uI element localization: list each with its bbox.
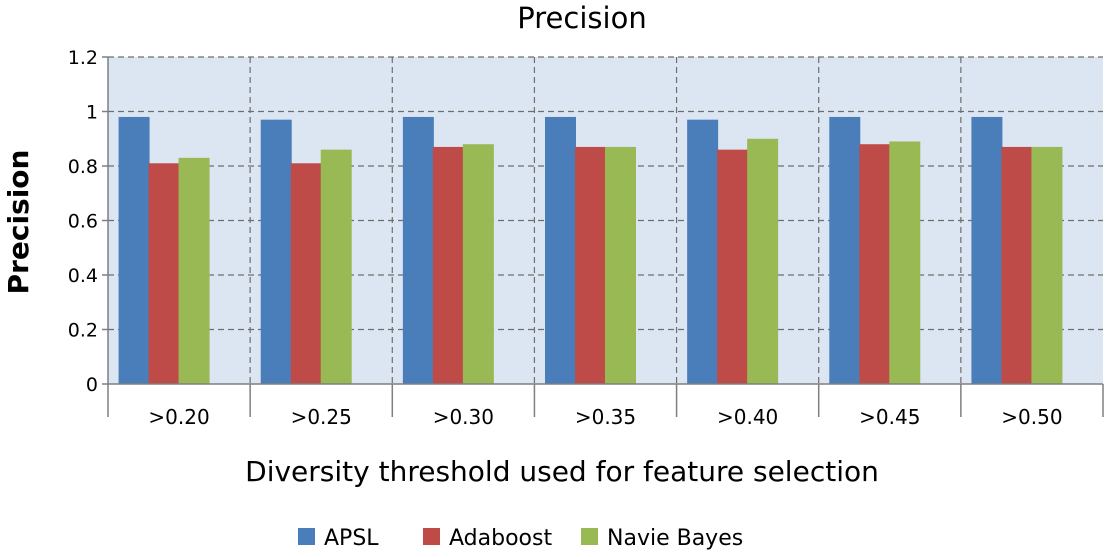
x-tick-label: >0.40 [717, 405, 778, 429]
bar-adaboost [717, 149, 749, 384]
legend: APSL Adaboost Navie Bayes [298, 526, 743, 551]
legend-swatch [581, 528, 598, 545]
bar-apsl [260, 119, 292, 385]
bar-apsl [829, 116, 861, 384]
legend-swatch [423, 528, 440, 545]
bar-navie-bayes [320, 149, 352, 384]
bar-apsl [402, 116, 434, 384]
y-tick-label: 0.6 [68, 211, 98, 233]
bar-adaboost [859, 144, 891, 384]
y-tick-label: 0.2 [68, 320, 98, 342]
bar-adaboost [148, 163, 180, 384]
legend-item-navie-bayes: Navie Bayes [581, 526, 743, 551]
y-tick-label: 0.8 [68, 156, 98, 178]
y-tick-label: 0 [86, 374, 98, 396]
legend-label: Navie Bayes [607, 526, 743, 551]
bar-adaboost [290, 163, 322, 384]
x-tick-label: >0.35 [575, 405, 636, 429]
x-tick-labels: >0.20 >0.25 >0.30 >0.35 >0.40 >0.45 >0.50 [148, 405, 1062, 429]
x-axis-label: Diversity threshold used for feature sel… [245, 455, 879, 488]
bars [118, 116, 1063, 385]
y-tick-label: 0.4 [68, 265, 98, 287]
bar-navie-bayes [605, 146, 636, 384]
bar-apsl [545, 116, 576, 384]
bar-navie-bayes [747, 138, 779, 384]
x-tick-label: >0.45 [859, 405, 920, 429]
bar-adaboost [432, 146, 464, 384]
y-tick-label: 1 [86, 102, 98, 124]
bar-apsl [687, 119, 719, 385]
bar-navie-bayes [1031, 146, 1063, 384]
bar-adaboost [1001, 146, 1033, 384]
legend-label: Adaboost [449, 526, 552, 551]
bar-navie-bayes [178, 157, 210, 384]
bar-apsl [118, 116, 150, 384]
legend-label: APSL [324, 526, 379, 551]
y-tick-labels: 0 0.2 0.4 0.6 0.8 1 1.2 [68, 47, 98, 396]
y-axis-label: Precision [2, 150, 35, 295]
bar-apsl [971, 116, 1003, 384]
bar-navie-bayes [889, 141, 921, 384]
bar-adaboost [575, 146, 606, 384]
legend-swatch [298, 528, 315, 545]
x-tick-label: >0.20 [148, 405, 209, 429]
x-tick-label: >0.50 [1001, 405, 1062, 429]
chart-title: Precision [517, 1, 646, 35]
legend-item-adaboost: Adaboost [423, 526, 552, 551]
x-tick-label: >0.25 [291, 405, 352, 429]
y-tick-label: 1.2 [68, 47, 98, 69]
bar-navie-bayes [462, 144, 494, 384]
x-tick-label: >0.30 [433, 405, 494, 429]
legend-item-apsl: APSL [298, 526, 379, 551]
axes [102, 56, 1104, 417]
